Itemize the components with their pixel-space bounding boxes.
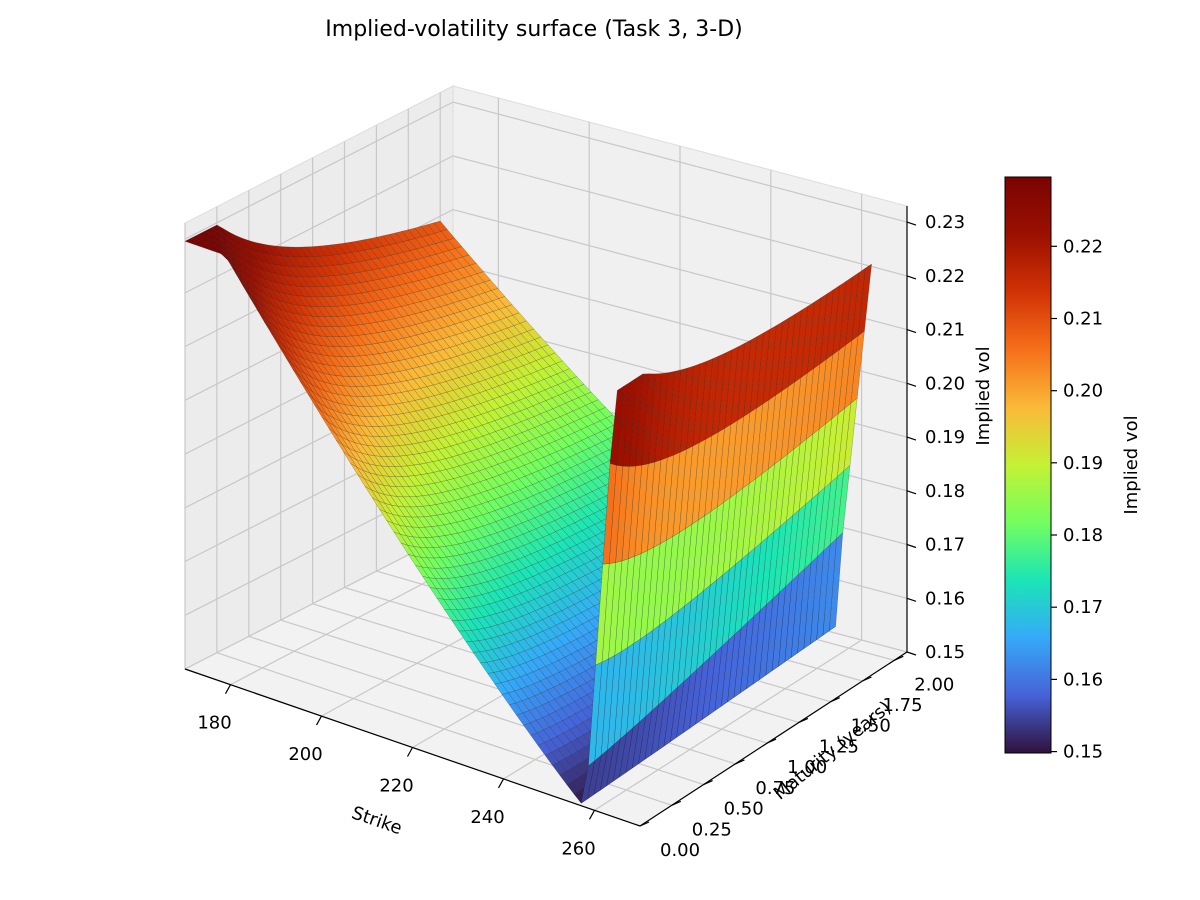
z-tick [906,382,917,387]
gridline-z [452,155,908,277]
x-tick-label: 260 [561,838,595,859]
z-tick-label: 0.18 [925,481,965,502]
z-axis-label: Implied vol [973,346,994,445]
y-tick [862,676,872,682]
z-tick [906,275,917,280]
x-tick [224,684,232,694]
z-tick-label: 0.23 [925,212,965,233]
chart-title: Implied-volatility surface (Task 3, 3-D) [325,17,743,42]
z-tick [906,543,917,549]
colorbar-tick-label: 0.22 [1063,236,1103,257]
y-tick [671,800,682,806]
surface-mesh [184,220,872,804]
x-tick-label: 200 [288,744,322,765]
y-tick [766,738,777,744]
x-tick [497,778,505,789]
z-tick-label: 0.19 [925,427,965,448]
colorbar-tick-label: 0.21 [1063,309,1103,330]
gridline-z [452,101,908,223]
x-tick [588,810,596,820]
x-tick-label: 180 [197,713,231,734]
x-tick-label: 240 [470,807,504,828]
colorbar-gradient [1004,176,1052,754]
y-tick-label: 1.25 [819,736,859,757]
z-tick-label: 0.22 [925,266,965,287]
z-tick-label: 0.16 [925,588,965,609]
y-tick [798,717,809,723]
gridline-z [184,155,454,294]
gridline-z [184,101,454,240]
y-tick [735,759,745,765]
y-tick-label: 2.00 [914,674,954,695]
x-tick [406,747,414,757]
colorbar-tick-label: 0.15 [1063,742,1103,763]
y-tick-label: 0.75 [755,778,795,799]
gridline-z [184,531,454,670]
y-tick-label: 1.50 [851,716,891,737]
colorbar-label: Implied vol [1121,415,1142,514]
colorbar-tick-label: 0.19 [1063,453,1103,474]
z-tick-label: 0.15 [925,642,965,663]
y-tick [639,821,650,827]
z-tick [906,221,917,226]
z-tick-label: 0.21 [925,320,965,341]
x-axis-label: Strike [349,802,405,839]
y-tick [894,655,904,661]
colorbar-tick-label: 0.17 [1063,597,1103,618]
y-tick-label: 0.50 [724,799,764,820]
colorbar: Implied vol 0.15 0.16 0.17 0.18 0.19 0.20 0.21… [1004,176,1142,763]
x-tick [315,715,323,726]
y-tick-label: 0.25 [692,819,732,840]
y-tick [830,697,840,703]
x-tick-label: 220 [379,776,413,797]
z-tick [906,597,917,602]
colorbar-tick-label: 0.16 [1063,669,1103,690]
z-tick-label: 0.20 [925,373,965,394]
y-tick-label: 1.75 [883,695,923,716]
y-tick [703,780,713,786]
colorbar-tick-label: 0.20 [1063,381,1103,402]
z-tick-label: 0.17 [925,535,965,556]
z-tick [906,329,917,334]
colorbar-tick-label: 0.18 [1063,525,1103,546]
z-tick [906,651,917,656]
y-tick-label: 1.00 [787,757,827,778]
y-tick-label: 0.00 [660,840,700,861]
surface-cell [609,385,624,466]
z-tick [906,490,917,495]
z-tick [906,436,917,441]
